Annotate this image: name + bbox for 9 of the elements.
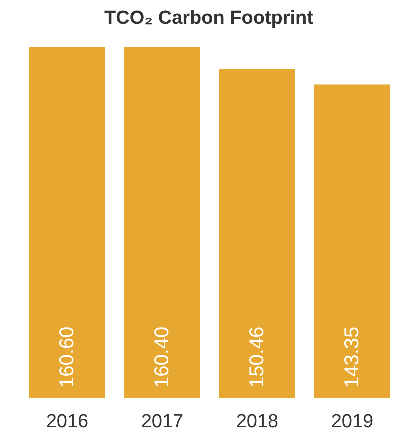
chart-title: TCO₂ Carbon Footprint xyxy=(104,7,314,31)
data-label: 160.60 xyxy=(56,326,78,388)
data-label: 150.46 xyxy=(246,326,268,388)
data-label: 143.35 xyxy=(342,326,364,388)
data-label: 160.40 xyxy=(152,326,174,388)
x-tick-label: 2016 xyxy=(46,411,89,432)
x-tick-label: 2017 xyxy=(141,411,184,432)
x-tick-label: 2018 xyxy=(236,411,279,432)
x-tick-label: 2019 xyxy=(331,411,374,432)
